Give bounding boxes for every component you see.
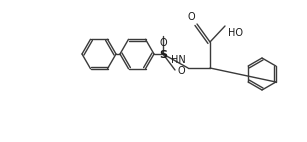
- Text: HO: HO: [228, 28, 243, 38]
- Text: O: O: [159, 38, 167, 48]
- Text: O: O: [177, 66, 185, 76]
- Text: HN: HN: [171, 55, 186, 65]
- Text: O: O: [187, 12, 195, 22]
- Text: S: S: [159, 50, 167, 60]
